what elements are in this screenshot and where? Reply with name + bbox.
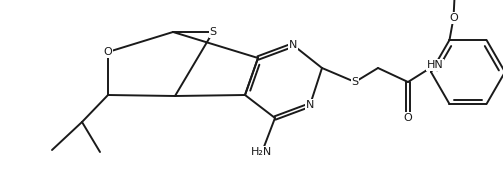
Text: N: N <box>289 40 297 50</box>
Text: O: O <box>449 13 458 23</box>
Text: O: O <box>403 113 412 123</box>
Text: S: S <box>352 77 359 87</box>
Text: N: N <box>306 100 314 110</box>
Text: S: S <box>209 27 217 37</box>
Text: H₂N: H₂N <box>252 147 273 157</box>
Text: O: O <box>104 47 112 57</box>
Text: HN: HN <box>427 60 443 70</box>
